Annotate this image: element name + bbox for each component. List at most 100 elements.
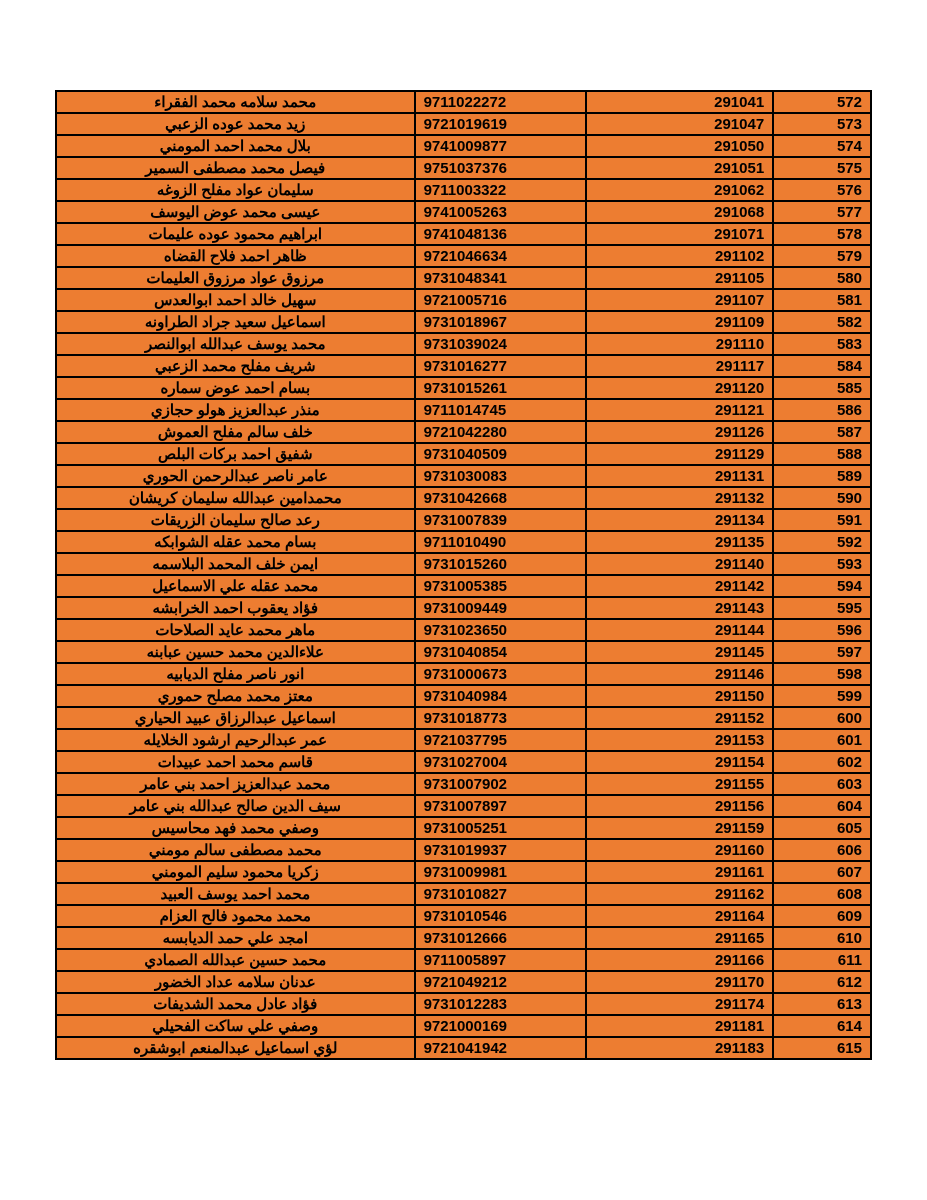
- table-row: خلف سالم مفلح العموش9721042280291126587: [56, 421, 871, 443]
- cell-id: 9731040984: [415, 685, 586, 707]
- table-row: محمد مصطفى سالم مومني9731019937291160606: [56, 839, 871, 861]
- cell-seq: 604: [773, 795, 871, 817]
- cell-code: 291117: [586, 355, 773, 377]
- cell-id: 9731027004: [415, 751, 586, 773]
- cell-code: 291142: [586, 575, 773, 597]
- cell-id: 9731018967: [415, 311, 586, 333]
- table-row: محمدامين عبدالله سليمان كريشان9731042668…: [56, 487, 871, 509]
- cell-seq: 582: [773, 311, 871, 333]
- table-row: زكريا محمود سليم المومني9731009981291161…: [56, 861, 871, 883]
- table-row: منذر عبدالعزيز هولو حجازي971101474529112…: [56, 399, 871, 421]
- table-row: وصفي محمد فهد محاسيس9731005251291159605: [56, 817, 871, 839]
- cell-code: 291162: [586, 883, 773, 905]
- cell-code: 291135: [586, 531, 773, 553]
- cell-code: 291165: [586, 927, 773, 949]
- cell-name: قاسم محمد احمد عبيدات: [56, 751, 415, 773]
- cell-id: 9731016277: [415, 355, 586, 377]
- cell-code: 291107: [586, 289, 773, 311]
- cell-seq: 608: [773, 883, 871, 905]
- cell-id: 9731019937: [415, 839, 586, 861]
- cell-seq: 615: [773, 1037, 871, 1059]
- cell-name: زيد محمد عوده الزعبي: [56, 113, 415, 135]
- table-row: لؤي اسماعيل عبدالمنعم ابوشقره97210419422…: [56, 1037, 871, 1059]
- cell-name: شريف مفلح محمد الزعبي: [56, 355, 415, 377]
- cell-code: 291109: [586, 311, 773, 333]
- cell-name: محمد سلامه محمد الفقراء: [56, 91, 415, 113]
- cell-code: 291144: [586, 619, 773, 641]
- cell-seq: 598: [773, 663, 871, 685]
- cell-id: 9721041942: [415, 1037, 586, 1059]
- cell-name: منذر عبدالعزيز هولو حجازي: [56, 399, 415, 421]
- cell-id: 9731039024: [415, 333, 586, 355]
- cell-id: 9731005385: [415, 575, 586, 597]
- cell-name: محمد عبدالعزيز احمد بني عامر: [56, 773, 415, 795]
- table-row: عيسى محمد عوض اليوسف9741005263291068577: [56, 201, 871, 223]
- cell-code: 291143: [586, 597, 773, 619]
- cell-seq: 579: [773, 245, 871, 267]
- cell-id: 9731040509: [415, 443, 586, 465]
- cell-code: 291129: [586, 443, 773, 465]
- cell-code: 291166: [586, 949, 773, 971]
- cell-id: 9751037376: [415, 157, 586, 179]
- cell-name: علاءالدين محمد حسين عبابنه: [56, 641, 415, 663]
- cell-seq: 578: [773, 223, 871, 245]
- table-row: محمد عقله علي الاسماعيل97310053852911425…: [56, 575, 871, 597]
- cell-seq: 575: [773, 157, 871, 179]
- cell-code: 291153: [586, 729, 773, 751]
- cell-code: 291121: [586, 399, 773, 421]
- data-table-container: محمد سلامه محمد الفقراء97110222722910415…: [55, 90, 872, 1060]
- cell-name: فيصل محمد مصطفى السمير: [56, 157, 415, 179]
- cell-name: عمر عبدالرحيم ارشود الخلايله: [56, 729, 415, 751]
- cell-name: خلف سالم مفلح العموش: [56, 421, 415, 443]
- cell-seq: 583: [773, 333, 871, 355]
- cell-code: 291120: [586, 377, 773, 399]
- table-row: اسماعيل عبدالرزاق عبيد الحياري9731018773…: [56, 707, 871, 729]
- cell-name: بسام محمد عقله الشوابكه: [56, 531, 415, 553]
- cell-id: 9721005716: [415, 289, 586, 311]
- cell-seq: 585: [773, 377, 871, 399]
- table-row: محمد عبدالعزيز احمد بني عامر973100790229…: [56, 773, 871, 795]
- cell-seq: 577: [773, 201, 871, 223]
- cell-name: اسماعيل عبدالرزاق عبيد الحياري: [56, 707, 415, 729]
- cell-id: 9721049212: [415, 971, 586, 993]
- cell-seq: 605: [773, 817, 871, 839]
- cell-id: 9741009877: [415, 135, 586, 157]
- table-row: عامر ناصر عبدالرحمن الحوري97310300832911…: [56, 465, 871, 487]
- cell-name: وصفي محمد فهد محاسيس: [56, 817, 415, 839]
- cell-name: اسماعيل سعيد جراد الطراونه: [56, 311, 415, 333]
- cell-code: 291156: [586, 795, 773, 817]
- table-row: ابراهيم محمود عوده عليمات974104813629107…: [56, 223, 871, 245]
- cell-name: محمد عقله علي الاسماعيل: [56, 575, 415, 597]
- cell-code: 291047: [586, 113, 773, 135]
- cell-seq: 614: [773, 1015, 871, 1037]
- cell-id: 9731009981: [415, 861, 586, 883]
- cell-seq: 584: [773, 355, 871, 377]
- cell-code: 291105: [586, 267, 773, 289]
- cell-name: عيسى محمد عوض اليوسف: [56, 201, 415, 223]
- cell-seq: 613: [773, 993, 871, 1015]
- cell-seq: 600: [773, 707, 871, 729]
- cell-id: 9731042668: [415, 487, 586, 509]
- cell-id: 9731007839: [415, 509, 586, 531]
- cell-seq: 594: [773, 575, 871, 597]
- cell-name: محمد يوسف عبدالله ابوالنصر: [56, 333, 415, 355]
- table-row: محمد حسين عبدالله الصمادي971100589729116…: [56, 949, 871, 971]
- cell-code: 291132: [586, 487, 773, 509]
- cell-name: سيف الدين صالح عبدالله بني عامر: [56, 795, 415, 817]
- table-row: وصفي علي ساكت الفحيلي9721000169291181614: [56, 1015, 871, 1037]
- cell-name: لؤي اسماعيل عبدالمنعم ابوشقره: [56, 1037, 415, 1059]
- cell-name: محمد احمد يوسف العبيد: [56, 883, 415, 905]
- cell-seq: 592: [773, 531, 871, 553]
- cell-code: 291071: [586, 223, 773, 245]
- table-row: رعد صالح سليمان الزريقات9731007839291134…: [56, 509, 871, 531]
- cell-id: 9731010546: [415, 905, 586, 927]
- cell-seq: 609: [773, 905, 871, 927]
- cell-code: 291159: [586, 817, 773, 839]
- table-row: زيد محمد عوده الزعبي9721019619291047573: [56, 113, 871, 135]
- cell-seq: 611: [773, 949, 871, 971]
- table-row: قاسم محمد احمد عبيدات9731027004291154602: [56, 751, 871, 773]
- cell-code: 291164: [586, 905, 773, 927]
- cell-name: انور ناصر مفلح الديابيه: [56, 663, 415, 685]
- cell-name: ايمن خلف المحمد البلاسمه: [56, 553, 415, 575]
- cell-code: 291170: [586, 971, 773, 993]
